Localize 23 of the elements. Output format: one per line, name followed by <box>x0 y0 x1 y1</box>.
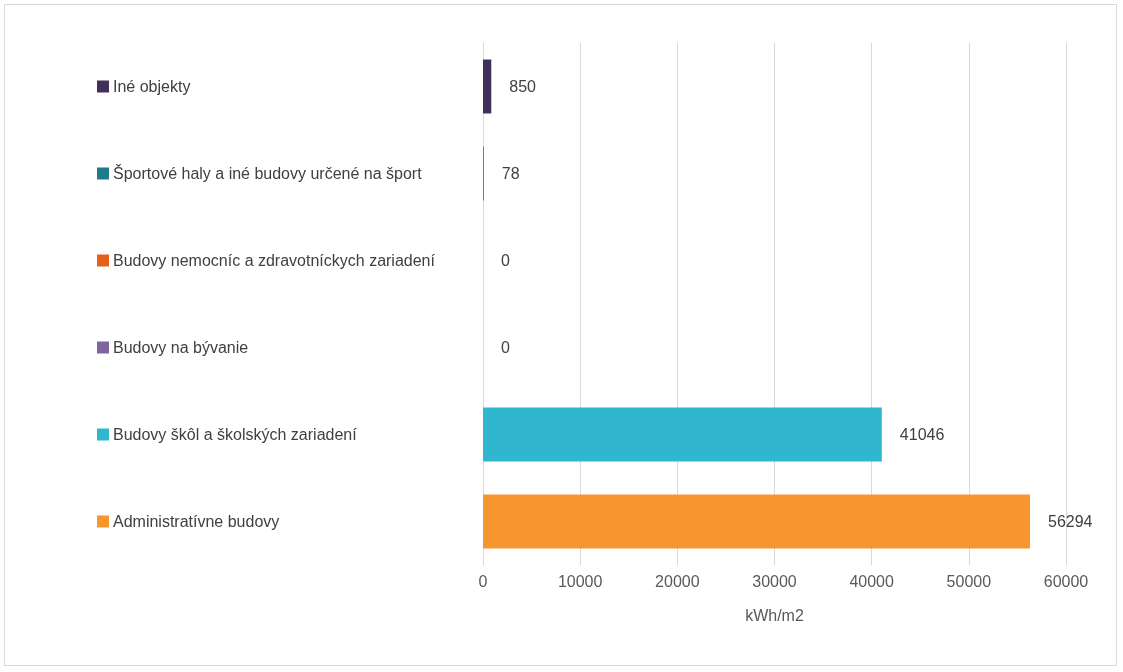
data-label: 78 <box>501 165 520 182</box>
y-tick-label: Budovy na bývanie <box>113 339 249 356</box>
data-label: 56294 <box>1047 513 1093 530</box>
y-tick-label: Administratívne budovy <box>113 513 280 530</box>
data-label: 0 <box>501 252 510 269</box>
data-label: 850 <box>509 78 537 95</box>
x-tick-label: 60000 <box>1043 572 1089 590</box>
bar <box>483 494 1030 549</box>
bar <box>483 59 492 114</box>
x-axis-title: kWh/m2 <box>745 606 804 624</box>
x-tick-label: 10000 <box>557 572 603 590</box>
bar <box>483 407 882 462</box>
x-tick-label: 20000 <box>655 572 700 590</box>
x-tick-label: 50000 <box>946 572 992 590</box>
x-tick-label: 0 <box>478 572 488 590</box>
y-tick-label: Budovy nemocníc a zdravotníckych zariadení <box>113 252 436 269</box>
x-tick-label: 40000 <box>849 572 895 590</box>
y-tick-label: Budovy škôl a školských zariadení <box>113 426 358 443</box>
y-tick-label: Iné objekty <box>113 78 191 95</box>
y-tick-label: Športové haly a iné budovy určené na šport <box>113 164 423 182</box>
data-label: 41046 <box>899 426 945 443</box>
x-tick-label: 30000 <box>752 572 797 590</box>
data-label: 0 <box>501 339 510 356</box>
